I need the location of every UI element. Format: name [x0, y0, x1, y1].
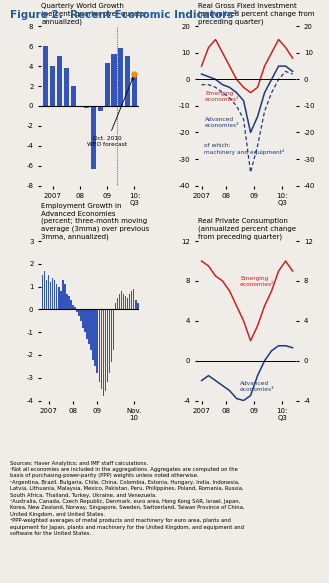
Text: Advanced
economies³: Advanced economies³ [240, 381, 275, 392]
Bar [119, 293, 120, 310]
Bar [44, 271, 45, 310]
Bar [86, 310, 88, 339]
Bar [117, 298, 118, 310]
Bar [48, 275, 49, 310]
Bar [98, 106, 103, 111]
Bar [82, 310, 84, 328]
Bar [50, 66, 55, 106]
Bar [135, 300, 137, 310]
Bar [71, 86, 76, 106]
Bar [107, 310, 108, 382]
Bar [125, 56, 130, 106]
Bar [121, 292, 122, 310]
Bar [123, 293, 124, 310]
Bar [57, 56, 62, 106]
Bar [129, 293, 130, 310]
Text: Emerging
economies²: Emerging economies² [205, 91, 240, 101]
Bar [112, 54, 116, 106]
Bar [50, 282, 51, 310]
Bar [131, 292, 133, 310]
Bar [125, 296, 126, 310]
Bar [62, 280, 63, 310]
Bar [127, 298, 128, 310]
Bar [72, 305, 74, 310]
Bar [98, 310, 100, 382]
Bar [66, 293, 68, 310]
Bar [58, 287, 60, 310]
Bar [90, 310, 92, 350]
Bar [103, 310, 104, 396]
Bar [111, 310, 112, 362]
Text: Real Private Consumption
(annualized percent change
from preceding quarter): Real Private Consumption (annualized per… [198, 219, 296, 240]
Bar [91, 106, 96, 168]
Bar [68, 296, 70, 310]
Bar [84, 106, 89, 108]
Text: Figure 2.  Recent Economic Indicators¹: Figure 2. Recent Economic Indicators¹ [10, 10, 238, 20]
Bar [109, 310, 110, 373]
Text: Employment Growth in
Advanced Economies
(percent; three-month moving
average (3m: Employment Growth in Advanced Economies … [41, 203, 149, 240]
Text: Advanced
economies³: Advanced economies³ [205, 117, 240, 128]
Bar [118, 48, 123, 106]
Bar [115, 303, 116, 310]
Bar [84, 310, 86, 332]
Bar [60, 292, 62, 310]
Bar [54, 280, 56, 310]
Bar [80, 310, 82, 321]
Bar [42, 275, 43, 310]
Bar [89, 310, 90, 343]
Bar [137, 303, 139, 310]
Bar [96, 310, 98, 373]
Bar [105, 63, 110, 106]
Bar [78, 310, 80, 317]
Bar [76, 310, 78, 312]
Bar [74, 307, 76, 310]
Bar [56, 285, 58, 310]
Bar [92, 310, 94, 360]
Bar [113, 310, 114, 350]
Bar [43, 46, 48, 106]
Text: Quarterly World Growth
(percent; quarter over quarter,
annualized): Quarterly World Growth (percent; quarter… [41, 3, 149, 25]
Bar [132, 74, 137, 106]
Bar [94, 310, 96, 366]
Bar [64, 285, 65, 310]
Text: Emerging
economies²: Emerging economies² [240, 276, 274, 287]
Bar [46, 280, 47, 310]
Bar [64, 68, 69, 106]
Bar [133, 289, 135, 310]
Bar [105, 310, 106, 391]
Text: Real Gross Fixed Investment
(annualized percent change from
preceding quarter): Real Gross Fixed Investment (annualized … [198, 3, 315, 25]
Text: of which:
machinery and equipment⁴: of which: machinery and equipment⁴ [204, 143, 284, 154]
Bar [52, 278, 53, 310]
Bar [70, 300, 72, 310]
Text: Sources: Haver Analytics; and IMF staff calculations.
¹Not all economies are inc: Sources: Haver Analytics; and IMF staff … [10, 461, 244, 536]
Text: Oct. 2010
WEO forecast: Oct. 2010 WEO forecast [87, 78, 133, 146]
Bar [101, 310, 102, 389]
